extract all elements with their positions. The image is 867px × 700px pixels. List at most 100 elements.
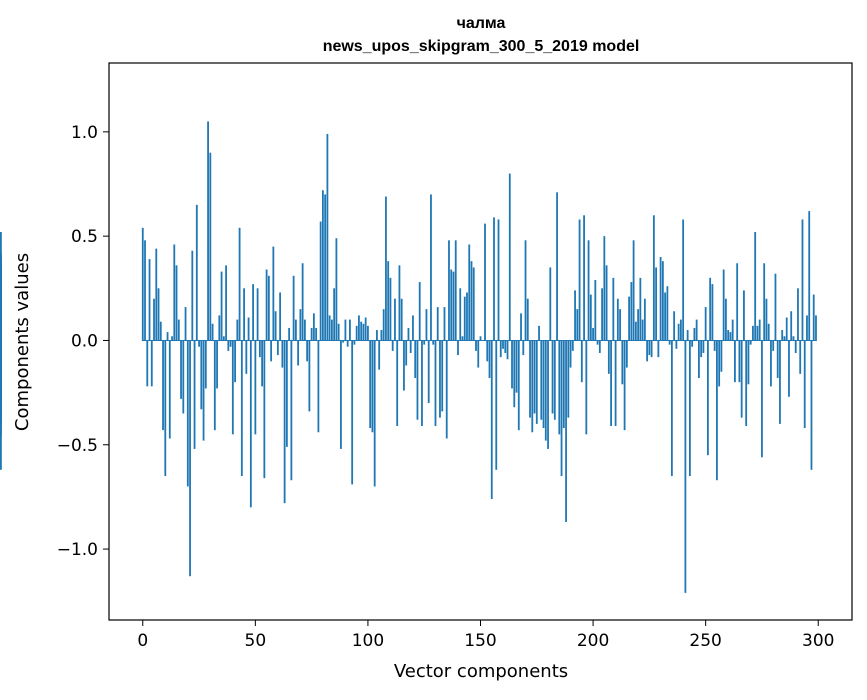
bar — [650, 340, 653, 358]
bar — [517, 340, 520, 431]
bar — [394, 298, 396, 341]
bar — [337, 323, 340, 341]
bar — [508, 173, 511, 341]
bar — [578, 219, 581, 341]
bar — [355, 325, 358, 341]
bar — [754, 231, 757, 341]
bar — [236, 319, 239, 341]
y-tick-label: 1.0 — [71, 123, 98, 143]
bar — [297, 340, 300, 366]
bar — [247, 317, 250, 341]
bar — [803, 340, 806, 429]
bar — [0, 340, 2, 383]
bar — [533, 340, 536, 414]
bar — [765, 298, 768, 341]
bar — [171, 336, 173, 341]
bar — [425, 309, 428, 341]
bar — [511, 340, 513, 389]
bar — [648, 340, 651, 356]
bar — [639, 277, 642, 341]
bar — [531, 340, 534, 433]
bar — [180, 340, 182, 399]
bar — [274, 311, 277, 341]
bar — [801, 219, 804, 341]
bar — [540, 340, 543, 420]
bar — [159, 321, 162, 341]
bar — [418, 282, 421, 341]
bar — [646, 340, 649, 362]
bar — [454, 240, 457, 341]
bar — [707, 340, 709, 456]
bar — [229, 340, 232, 347]
bar — [709, 277, 712, 341]
bar — [603, 236, 606, 341]
bar — [290, 340, 293, 481]
bar — [792, 336, 795, 341]
bar — [0, 292, 2, 341]
bar — [191, 250, 194, 341]
bar — [675, 340, 678, 349]
bar — [400, 298, 403, 341]
bar — [351, 340, 354, 485]
bar — [520, 313, 522, 341]
bar — [720, 340, 723, 372]
bar — [538, 325, 540, 341]
bar — [747, 340, 750, 385]
bar — [767, 323, 770, 341]
bar — [657, 340, 660, 358]
bar — [580, 340, 583, 383]
bar — [815, 315, 817, 341]
bar — [477, 340, 480, 368]
bar — [553, 340, 556, 420]
bar — [610, 340, 612, 426]
bar — [412, 315, 414, 341]
bar — [628, 296, 630, 341]
bar — [252, 284, 254, 341]
bar — [616, 298, 619, 341]
y-axis-label: Components values — [12, 253, 33, 431]
bar — [625, 340, 628, 368]
bar — [619, 309, 621, 341]
bar — [743, 290, 745, 341]
bar — [380, 330, 383, 341]
bar — [281, 340, 284, 368]
bar — [556, 192, 558, 341]
bar — [445, 340, 448, 439]
bar — [358, 315, 360, 341]
x-tick-label: 50 — [245, 631, 267, 651]
bar — [227, 340, 230, 351]
bar — [598, 340, 601, 353]
bar — [344, 319, 347, 341]
bar — [475, 340, 477, 351]
bar — [562, 340, 565, 429]
bar — [448, 240, 450, 341]
bar — [315, 327, 318, 341]
bar — [371, 340, 374, 433]
bar — [779, 340, 781, 424]
bar — [276, 340, 279, 356]
bar — [234, 340, 236, 383]
bar — [141, 227, 144, 341]
bar — [688, 340, 691, 477]
bar — [265, 269, 268, 341]
bar — [472, 267, 475, 341]
bar — [436, 307, 439, 341]
bar — [693, 327, 696, 341]
bar — [391, 340, 394, 351]
bar — [695, 319, 698, 341]
bar — [576, 309, 579, 341]
bar — [736, 263, 739, 341]
bar — [684, 340, 687, 593]
bar — [585, 340, 588, 435]
bar — [153, 298, 155, 341]
bar — [569, 340, 572, 368]
bar — [189, 340, 191, 577]
bar — [177, 319, 180, 341]
bar — [328, 315, 331, 341]
bar — [294, 319, 297, 341]
bar — [243, 288, 245, 341]
bar — [184, 307, 187, 341]
bar — [686, 330, 689, 341]
bar — [567, 340, 570, 418]
